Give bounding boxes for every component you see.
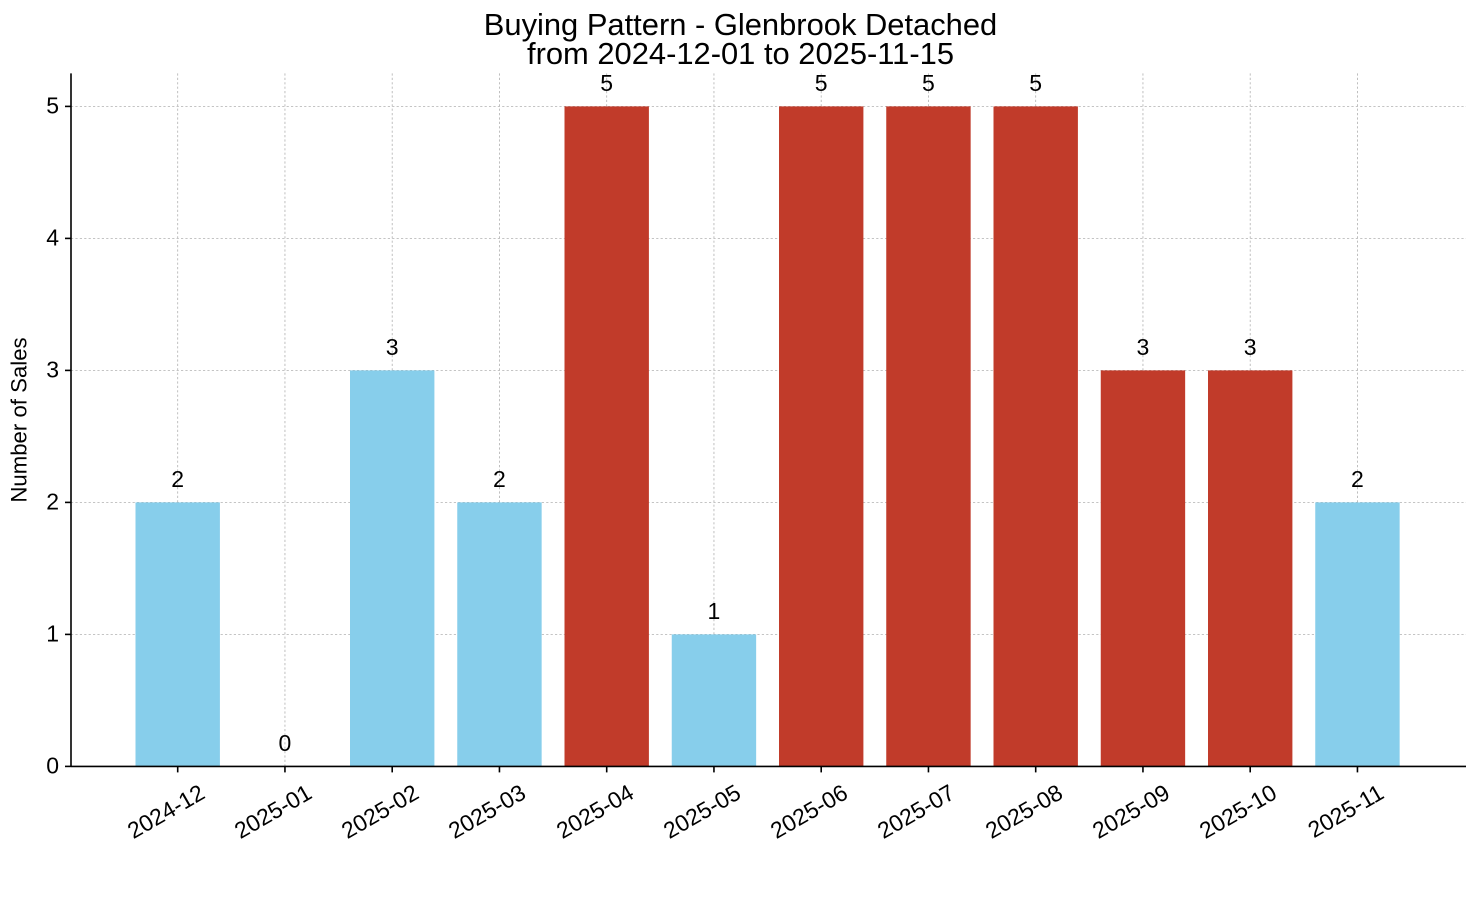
svg-text:5: 5 — [815, 70, 828, 96]
svg-text:0: 0 — [46, 752, 59, 778]
svg-text:5: 5 — [922, 70, 935, 96]
svg-text:1: 1 — [46, 620, 59, 646]
svg-text:2: 2 — [171, 466, 184, 492]
svg-text:0: 0 — [279, 730, 292, 756]
svg-text:3: 3 — [46, 356, 59, 382]
svg-text:2: 2 — [493, 466, 506, 492]
svg-text:2: 2 — [1351, 466, 1364, 492]
svg-text:3: 3 — [1244, 334, 1257, 360]
svg-text:3: 3 — [1137, 334, 1150, 360]
svg-text:5: 5 — [46, 92, 59, 118]
svg-text:4: 4 — [46, 224, 59, 250]
svg-text:1: 1 — [708, 598, 721, 624]
svg-text:3: 3 — [386, 334, 399, 360]
svg-text:5: 5 — [600, 70, 613, 96]
svg-text:5: 5 — [1029, 70, 1042, 96]
svg-text:2: 2 — [46, 488, 59, 514]
